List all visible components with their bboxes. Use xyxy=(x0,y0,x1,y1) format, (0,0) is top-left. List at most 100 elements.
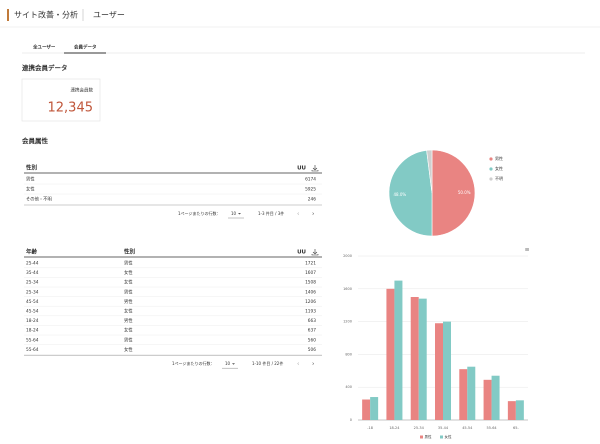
prev-page[interactable]: ‹ xyxy=(297,361,299,368)
column-header: UU xyxy=(297,250,306,256)
cell: 1607 xyxy=(305,270,316,276)
x-tick-label: 45-54 xyxy=(462,426,473,430)
slice-label: 48.0% xyxy=(393,192,406,197)
legend-label: 女性 xyxy=(495,165,503,171)
bar xyxy=(435,323,443,420)
y-tick-label: 1200 xyxy=(343,320,352,324)
cell: 25-44 xyxy=(26,261,39,267)
cell: 男性 xyxy=(124,298,133,305)
section-title: 連携会員データ xyxy=(22,63,68,72)
cell: 1721 xyxy=(305,261,316,267)
cell: 663 xyxy=(308,318,316,324)
cell: 35-44 xyxy=(26,270,39,276)
legend-swatch xyxy=(489,167,493,171)
cell: 男性 xyxy=(26,176,35,183)
app-title: サイト改善・分析 xyxy=(14,10,78,20)
cell: 18-24 xyxy=(26,318,39,324)
select-caret xyxy=(232,363,235,365)
cell: 25-34 xyxy=(26,289,39,295)
pagination-label: 1ページあたりの行数： xyxy=(172,360,214,366)
legend-label: 不明 xyxy=(495,176,503,181)
x-tick-label: -18 xyxy=(367,426,373,430)
column-header: 性別 xyxy=(25,164,38,172)
bar xyxy=(515,400,524,420)
accent-bar xyxy=(7,9,9,21)
bar xyxy=(491,375,500,420)
cell: 男性 xyxy=(124,288,133,295)
y-tick-label: 2000 xyxy=(343,254,352,258)
cell: 6174 xyxy=(305,177,316,183)
bar xyxy=(483,379,492,420)
slice-label: 50.0% xyxy=(458,190,471,195)
x-tick-label: 35-44 xyxy=(438,426,449,430)
cell: 女性 xyxy=(124,279,133,286)
x-tick-label: 18-24 xyxy=(389,426,400,430)
cell: 1193 xyxy=(305,309,316,315)
cell: その他・不明 xyxy=(26,196,52,203)
per-page-select[interactable]: 10 xyxy=(231,211,237,216)
metric-card xyxy=(21,78,101,122)
gender-table: 性別 UU 男性 6174 女性 5925 その他・不明 246 1ページあたりの行数： 10 1-… xyxy=(24,164,322,219)
cell: 55-64 xyxy=(26,337,39,343)
cell: 5925 xyxy=(305,187,316,193)
cell: 1206 xyxy=(305,299,316,305)
bar xyxy=(394,280,403,420)
legend-swatch xyxy=(440,435,443,439)
chart-menu[interactable]: ≡ xyxy=(524,247,529,254)
bar xyxy=(362,399,371,420)
y-tick-label: 1600 xyxy=(343,287,352,291)
legend-label: 男性 xyxy=(425,434,433,439)
select-caret xyxy=(238,213,241,215)
y-tick-label: 800 xyxy=(345,352,352,356)
cell: 18-24 xyxy=(26,328,39,334)
bar xyxy=(370,397,379,420)
cell: 女性 xyxy=(124,308,133,315)
cell: 男性 xyxy=(124,336,133,343)
column-header: 年齢 xyxy=(26,248,38,256)
per-page-select[interactable]: 10 xyxy=(225,361,231,366)
bar xyxy=(410,297,419,420)
x-tick-label: 25-34 xyxy=(414,426,425,430)
x-tick-label: 65- xyxy=(513,426,519,430)
pie-slice xyxy=(431,149,476,237)
pie-slice xyxy=(426,149,433,194)
download-icon[interactable] xyxy=(311,165,319,172)
bar xyxy=(418,298,427,420)
pie-slice xyxy=(388,150,433,237)
cell: 男性 xyxy=(124,317,133,324)
cell: 女性 xyxy=(124,269,133,276)
x-tick-label: 55-64 xyxy=(486,426,497,430)
cell: 女性 xyxy=(124,327,133,334)
pagination-range: 1-3 件目 / 3件 xyxy=(258,210,284,216)
cell: 1508 xyxy=(305,280,316,286)
page-title: ユーザー xyxy=(93,11,125,20)
cell: 246 xyxy=(308,197,316,203)
metric-label: 連携会員数 xyxy=(71,87,94,94)
y-tick-label: 400 xyxy=(345,385,352,389)
next-page[interactable]: › xyxy=(312,211,314,218)
column-header: UU xyxy=(297,166,306,172)
cell: 506 xyxy=(308,347,316,353)
legend-swatch xyxy=(489,177,493,181)
metric-value: 12,345 xyxy=(48,101,94,116)
tab[interactable]: 全ユーザー xyxy=(32,44,56,51)
legend-swatch xyxy=(420,435,423,439)
pagination-label: 1ページあたりの行数： xyxy=(178,210,220,216)
tab-active[interactable]: 会員データ xyxy=(74,44,97,51)
next-page[interactable]: › xyxy=(312,361,314,368)
cell: 45-54 xyxy=(26,299,39,305)
bar xyxy=(459,369,468,420)
age-table: 年齢 性別 UU 25-44 男性 1721 35-44 女性 1607 25-34 女性 1508 2… xyxy=(24,248,322,369)
bar xyxy=(386,288,395,420)
download-icon[interactable] xyxy=(311,249,319,256)
cell: 25-34 xyxy=(26,280,39,286)
prev-page[interactable]: ‹ xyxy=(297,211,299,218)
bar xyxy=(467,366,476,420)
y-tick-label: 0 xyxy=(350,418,352,422)
cell: 男性 xyxy=(124,260,133,267)
legend-swatch xyxy=(489,157,493,161)
legend-label: 女性 xyxy=(445,434,453,439)
cell: 55-64 xyxy=(26,347,39,353)
